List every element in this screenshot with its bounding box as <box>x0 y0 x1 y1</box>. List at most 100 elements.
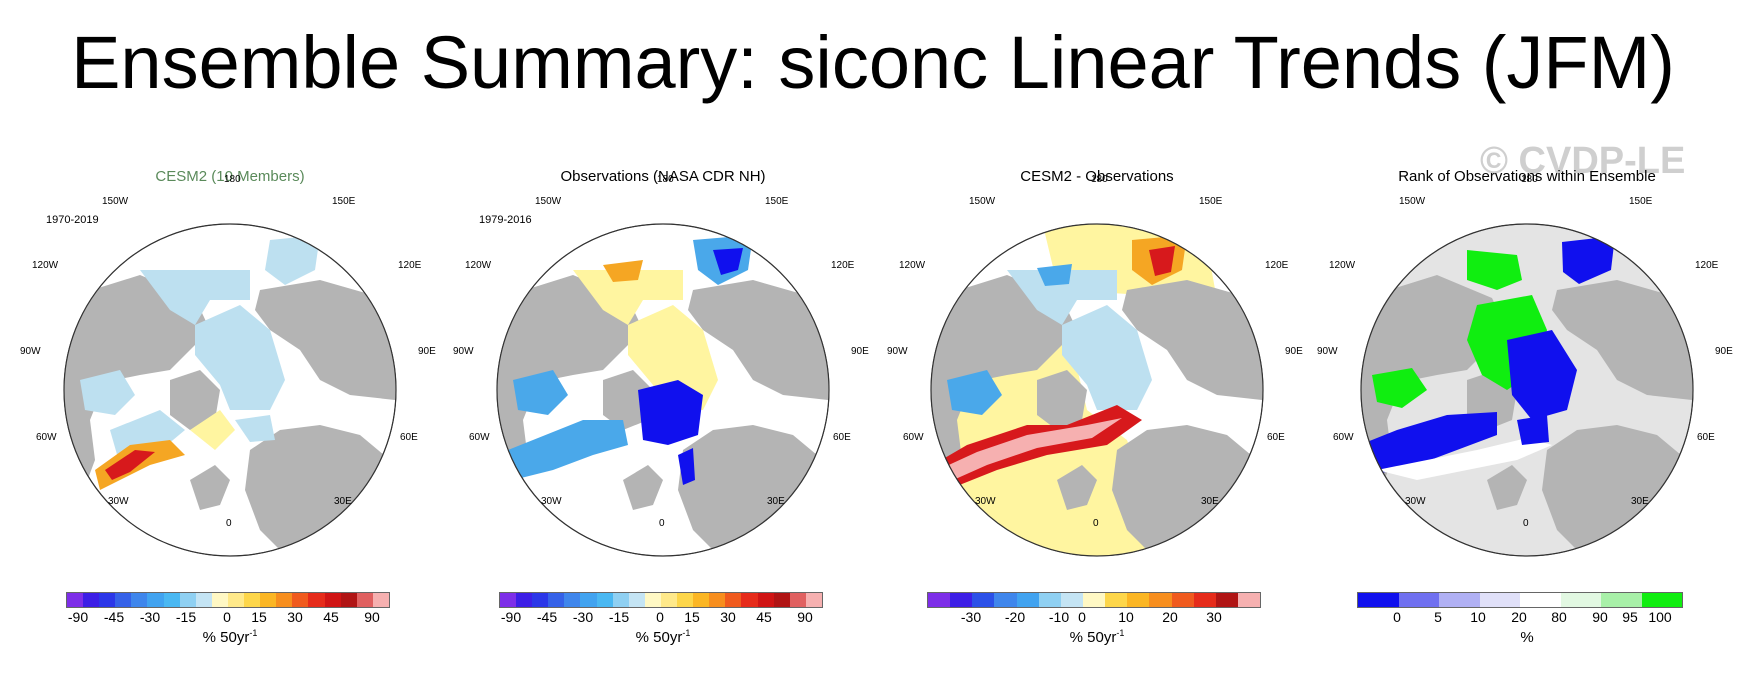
ice-field <box>947 370 1002 415</box>
tick-label: 0 <box>656 609 664 625</box>
map-fields <box>1361 236 1693 556</box>
units-label: % <box>1317 628 1737 646</box>
tick-label: 0 <box>223 609 231 625</box>
panel-title: CESM2 (10 Members) <box>155 168 305 185</box>
tick-label: 20 <box>1511 609 1527 625</box>
period-label: 1979-2016 <box>479 214 532 226</box>
lon-label: 120W <box>899 260 926 271</box>
land-mass <box>623 465 663 510</box>
lon-label: 180 <box>1091 174 1108 185</box>
tick-label: 30 <box>720 609 736 625</box>
land-mass <box>931 275 1077 520</box>
land-mass <box>64 275 210 520</box>
lon-label: 90W <box>1317 346 1338 357</box>
ice-field <box>513 370 568 415</box>
lon-label: 180 <box>657 174 674 185</box>
tick-label: 80 <box>1551 609 1567 625</box>
trend-field <box>105 450 155 480</box>
ice-field <box>573 270 683 325</box>
rank-field <box>1507 330 1577 420</box>
tick-label: -90 <box>67 609 89 625</box>
lon-label: 120E <box>831 260 855 271</box>
tick-label: 45 <box>756 609 772 625</box>
tick-label: 10 <box>1470 609 1486 625</box>
ice-field <box>80 370 135 415</box>
lon-label: 90W <box>20 346 41 357</box>
land-mass <box>688 280 829 400</box>
lon-label: 150W <box>102 196 129 207</box>
ice-field <box>931 418 1122 485</box>
lon-label: 180 <box>1521 174 1538 185</box>
panel-title: Rank of Observations within Ensemble <box>1398 168 1656 185</box>
lon-label: 150E <box>765 196 789 207</box>
colorbar <box>66 592 390 608</box>
panel-rank: Rank of Observations within Ensemble 180… <box>1317 160 1737 660</box>
tick-label: 15 <box>684 609 700 625</box>
units-text: % 50yr <box>1069 629 1117 646</box>
rank-field <box>1517 415 1549 445</box>
units-label: % 50yr-1 <box>887 628 1307 646</box>
panel-difference: CESM2 - Observations 180 150W 150E 120W … <box>887 160 1307 660</box>
lon-label: 120W <box>1329 260 1356 271</box>
tick-label: 100 <box>1648 609 1672 625</box>
tick-label: -45 <box>103 609 125 625</box>
lon-label: 90W <box>453 346 474 357</box>
polar-map <box>63 223 397 557</box>
period-label: 1970-2019 <box>46 214 99 226</box>
ice-field <box>1007 270 1117 325</box>
tick-label: -15 <box>175 609 197 625</box>
ice-field <box>628 305 718 410</box>
lon-label: 90W <box>887 346 908 357</box>
units-text: % 50yr <box>202 629 250 646</box>
land-mass <box>1037 370 1087 430</box>
units-exponent: -1 <box>249 628 258 638</box>
tick-label: -30 <box>960 609 982 625</box>
lon-label: 90E <box>418 346 436 357</box>
tick-label: 90 <box>1592 609 1608 625</box>
map-fields <box>497 235 829 556</box>
lon-label: 0 <box>659 518 665 529</box>
land-mass <box>1552 280 1693 400</box>
lon-label: 60E <box>1267 432 1285 443</box>
lon-label: 0 <box>1523 518 1529 529</box>
units-exponent: -1 <box>682 628 691 638</box>
ice-field <box>1037 264 1072 286</box>
lon-label: 120E <box>1695 260 1719 271</box>
lon-label: 150W <box>969 196 996 207</box>
polar-map <box>1360 223 1694 557</box>
ice-field <box>603 260 643 282</box>
polar-map <box>930 223 1264 557</box>
units-text: % <box>1520 629 1534 646</box>
tick-label: 90 <box>797 609 813 625</box>
tick-label: -45 <box>536 609 558 625</box>
lon-label: 30W <box>108 496 129 507</box>
tick-label: -30 <box>139 609 161 625</box>
tick-label: 15 <box>251 609 267 625</box>
land-mass <box>190 465 230 510</box>
lon-label: 30E <box>334 496 352 507</box>
tick-label: 0 <box>1078 609 1086 625</box>
lon-label: 150W <box>535 196 562 207</box>
lon-label: 90E <box>851 346 869 357</box>
panel-cesm2: CESM2 (10 Members) 1970-2019 180 150W 15… <box>20 160 440 660</box>
ice-field <box>195 305 285 410</box>
lon-label: 90E <box>1715 346 1733 357</box>
lon-label: 30E <box>1201 496 1219 507</box>
lon-label: 60E <box>1697 432 1715 443</box>
tick-label: 5 <box>1434 609 1442 625</box>
lon-label: 60W <box>903 432 924 443</box>
rank-field <box>1361 412 1497 475</box>
tick-label: 45 <box>323 609 339 625</box>
land-mass <box>1487 465 1527 510</box>
land-mass <box>1057 465 1097 510</box>
lon-label: 60W <box>1333 432 1354 443</box>
colorbar <box>499 592 823 608</box>
ice-field <box>265 235 320 285</box>
ice-field <box>713 248 743 275</box>
tick-label: -30 <box>572 609 594 625</box>
page-title: Ensemble Summary: siconc Linear Trends (… <box>71 21 1675 104</box>
land-mass <box>497 275 643 520</box>
lon-label: 180 <box>224 174 241 185</box>
land-mass <box>170 370 220 430</box>
lon-label: 30W <box>1405 496 1426 507</box>
